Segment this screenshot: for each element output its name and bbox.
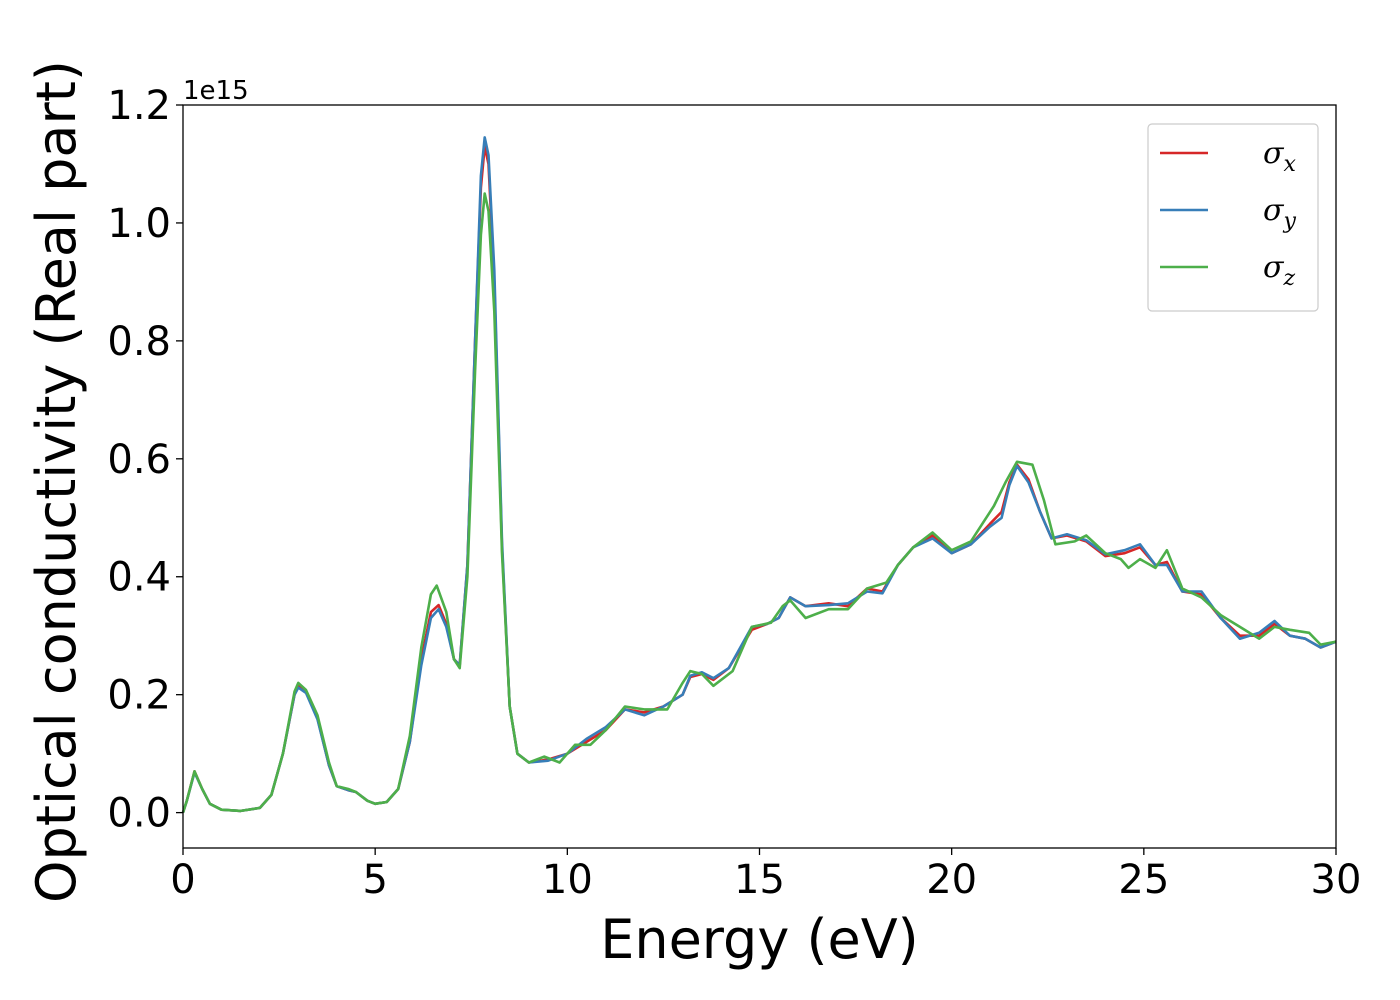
- y-tick-label: 1.0: [107, 201, 171, 247]
- x-tick-label: 30: [1311, 857, 1362, 903]
- series-line-z: [181, 192, 1337, 813]
- y-tick-label: 1.2: [107, 83, 171, 129]
- legend-label-x: σx: [1263, 136, 1296, 177]
- y-tick-label: 0.8: [107, 319, 171, 365]
- legend-symbol: σ: [1263, 250, 1285, 285]
- x-tick-label: 0: [170, 857, 195, 903]
- x-tick-label: 5: [362, 857, 387, 903]
- legend-subscript: x: [1283, 152, 1296, 177]
- y-axis-offset-label: 1e15: [183, 76, 249, 106]
- y-tick-label: 0.2: [107, 673, 171, 719]
- x-tick-label: 15: [734, 857, 785, 903]
- x-axis-title: Energy (eV): [600, 908, 919, 971]
- y-axis-ticks: 0.0 0.2 0.4 0.6 0.8 1.0 1.2: [107, 83, 183, 837]
- legend-subscript: z: [1282, 266, 1295, 291]
- legend-symbol: σ: [1263, 193, 1285, 228]
- legend-subscript: y: [1282, 209, 1296, 234]
- y-tick-label: 0.0: [107, 791, 171, 837]
- x-tick-label: 20: [926, 857, 977, 903]
- x-tick-label: 10: [542, 857, 593, 903]
- x-tick-label: 25: [1118, 857, 1169, 903]
- y-axis-title: Optical conductivity (Real part): [25, 60, 88, 903]
- x-axis-ticks: 0 5 10 15 20 25 30: [170, 848, 1361, 903]
- legend-box: [1147, 123, 1319, 312]
- legend-label-y: σy: [1263, 193, 1296, 234]
- y-tick-label: 0.6: [107, 437, 171, 483]
- legend-label-z: σz: [1263, 250, 1295, 291]
- plot-lines: [181, 136, 1337, 813]
- legend-symbol: σ: [1263, 136, 1285, 171]
- y-tick-label: 0.4: [107, 555, 171, 601]
